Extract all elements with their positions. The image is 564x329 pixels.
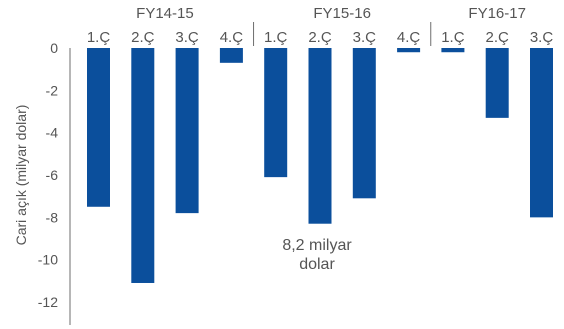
- bar: [264, 48, 288, 178]
- x-tick-label: 4.Ç: [397, 29, 421, 46]
- y-tick-label: -2: [46, 82, 59, 98]
- x-tick-label: 2.Ç: [308, 29, 332, 46]
- bar: [530, 48, 553, 218]
- y-tick-label: -6: [46, 167, 59, 183]
- y-axis-label: Cari açık (milyar dolar): [13, 105, 29, 246]
- y-axis-ticks: 0 -2 -4 -6 -8 -10 -12: [38, 40, 58, 310]
- x-tick-label: 2.Ç: [486, 29, 510, 46]
- bar: [352, 48, 376, 199]
- annotation-line-2: dolar: [299, 256, 335, 273]
- x-tick-label: 1.Ç: [264, 29, 288, 46]
- x-tick-label: 2.Ç: [131, 29, 155, 46]
- x-tick-label: 1.Ç: [441, 29, 465, 46]
- x-tick-label: 1.Ç: [87, 29, 111, 46]
- x-tick-label: 3.Ç: [530, 29, 554, 46]
- bar: [87, 48, 110, 207]
- bar: [308, 48, 332, 224]
- x-tick-label: 4.Ç: [220, 29, 244, 46]
- fiscal-year-label: FY16-17: [468, 5, 526, 22]
- bar: [397, 48, 421, 53]
- bar: [131, 48, 155, 283]
- bar: [175, 48, 199, 214]
- annotation-line-1: 8,2 milyar: [282, 237, 352, 254]
- bar: [219, 48, 243, 63]
- bar: [485, 48, 509, 118]
- fiscal-year-labels: FY14-15 FY15-16 FY16-17: [136, 5, 526, 22]
- fiscal-year-label: FY15-16: [313, 5, 371, 22]
- fiscal-year-label: FY14-15: [136, 5, 194, 22]
- y-tick-label: -8: [46, 209, 59, 225]
- group-separators: [253, 22, 432, 46]
- bar: [441, 48, 465, 53]
- category-labels: 1.Ç 2.Ç 3.Ç 4.Ç 1.Ç 2.Ç 3.Ç 4.Ç 1.Ç 2.Ç 3.Ç: [87, 29, 554, 46]
- bars: [87, 48, 553, 283]
- y-tick-label: -10: [38, 252, 58, 268]
- y-tick-label: 0: [50, 40, 58, 56]
- y-tick-label: -4: [46, 125, 59, 141]
- x-tick-label: 3.Ç: [175, 29, 199, 46]
- x-tick-label: 3.Ç: [353, 29, 377, 46]
- y-tick-label: -12: [38, 294, 58, 310]
